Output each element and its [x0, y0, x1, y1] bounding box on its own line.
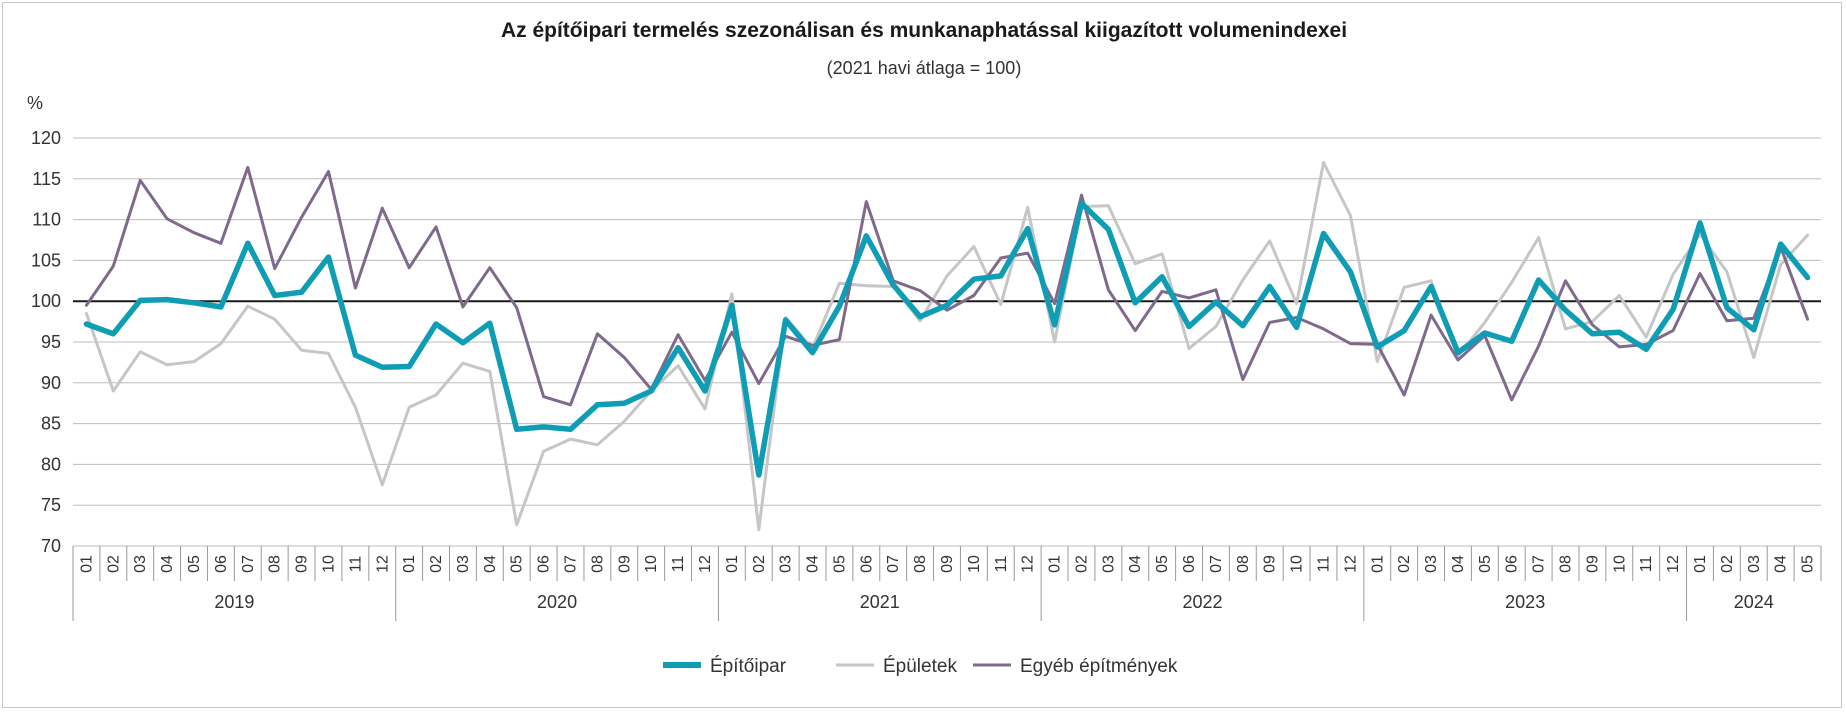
month-label: 11 — [993, 556, 1010, 573]
month-label: 01 — [1369, 555, 1386, 573]
y-axis-unit: % — [27, 93, 43, 113]
y-tick-label: 80 — [41, 454, 61, 474]
month-label: 01 — [78, 555, 95, 573]
month-label: 12 — [697, 555, 714, 573]
month-label: 04 — [1450, 555, 1467, 573]
month-label: 05 — [186, 555, 203, 573]
month-label: 08 — [1558, 555, 1575, 573]
month-label: 12 — [1020, 555, 1037, 573]
month-label: 03 — [455, 555, 472, 573]
month-label: 11 — [1638, 556, 1655, 573]
month-label: 04 — [1127, 555, 1144, 573]
chart-title: Az építőipari termelés szezonálisan és m… — [501, 19, 1347, 42]
month-label: 07 — [1208, 555, 1225, 573]
series-line-epitoipar — [83, 200, 1811, 478]
month-label: 10 — [1611, 555, 1628, 573]
legend-label-egyeb-epitmenyek: Egyéb építmények — [1020, 656, 1178, 677]
month-label: 03 — [132, 555, 149, 573]
y-tick-label: 115 — [32, 169, 61, 189]
month-label: 05 — [1477, 555, 1494, 573]
y-tick-label: 120 — [31, 128, 61, 148]
y-tick-label: 70 — [41, 536, 61, 556]
month-label: 10 — [643, 555, 660, 573]
gridlines — [73, 137, 1821, 547]
month-label: 09 — [939, 555, 956, 573]
month-label: 12 — [1342, 555, 1359, 573]
month-label: 06 — [1181, 555, 1198, 573]
series-line-egyeb-epitmenyek — [84, 165, 1810, 407]
month-label: 06 — [858, 555, 875, 573]
month-label: 03 — [1423, 555, 1440, 573]
month-label: 08 — [267, 555, 284, 573]
chart-subtitle: (2021 havi átlaga = 100) — [827, 58, 1022, 78]
month-label: 09 — [616, 555, 633, 573]
month-label: 07 — [1531, 555, 1548, 573]
month-label: 12 — [374, 555, 391, 573]
year-label: 2024 — [1734, 592, 1774, 612]
month-label: 10 — [320, 555, 337, 573]
month-label: 03 — [1100, 555, 1117, 573]
month-label: 08 — [912, 555, 929, 573]
series-lines — [83, 161, 1811, 532]
month-label: 11 — [670, 556, 687, 573]
month-label: 11 — [1315, 556, 1332, 573]
month-label: 07 — [885, 555, 902, 573]
month-label: 12 — [1665, 555, 1682, 573]
legend: Építőipar Épületek Egyéb építmények — [663, 656, 1178, 677]
month-label: 05 — [509, 555, 526, 573]
month-label: 02 — [751, 555, 768, 573]
legend-label-epitoipar: Építőipar — [710, 656, 787, 677]
month-label: 08 — [1235, 555, 1252, 573]
month-label: 10 — [1289, 555, 1306, 573]
line-chart: Az építőipari termelés szezonálisan és m… — [27, 19, 1822, 677]
y-tick-label: 95 — [41, 332, 61, 352]
month-label: 06 — [213, 555, 230, 573]
month-label: 09 — [1262, 555, 1279, 573]
month-label: 11 — [347, 556, 364, 573]
month-label: 01 — [1047, 555, 1064, 573]
month-label: 01 — [401, 555, 418, 573]
y-axis-ticks: 70 75 80 85 90 95 100 105 110 115 120 — [31, 128, 61, 556]
month-label: 04 — [159, 555, 176, 573]
x-axis: 01 02 03 04 05 06 07 08 09 10 11 12 01 02 03 04 05 06 07 08… — [72, 546, 1822, 621]
month-label: 05 — [1154, 555, 1171, 573]
y-tick-label: 75 — [41, 495, 61, 515]
series-line-epuletek — [84, 161, 1810, 532]
y-tick-label: 90 — [41, 373, 61, 393]
year-label: 2020 — [537, 592, 577, 612]
month-label: 02 — [105, 555, 122, 573]
month-label: 02 — [1396, 555, 1413, 573]
month-label: 02 — [1719, 555, 1736, 573]
y-tick-label: 85 — [41, 414, 61, 434]
y-tick-label: 100 — [31, 291, 61, 311]
month-label: 09 — [294, 555, 311, 573]
month-label: 08 — [589, 555, 606, 573]
month-label: 06 — [536, 555, 553, 573]
month-label: 06 — [1504, 555, 1521, 573]
month-label: 04 — [805, 555, 822, 573]
month-label: 09 — [1584, 555, 1601, 573]
year-label: 2021 — [860, 592, 900, 612]
month-label: 02 — [1073, 555, 1090, 573]
legend-label-epuletek: Épületek — [883, 656, 957, 677]
y-tick-label: 105 — [31, 250, 61, 270]
month-label: 03 — [778, 555, 795, 573]
month-label: 01 — [1692, 555, 1709, 573]
year-label: 2022 — [1182, 592, 1222, 612]
y-tick-label: 110 — [32, 210, 61, 230]
month-label: 03 — [1746, 555, 1763, 573]
month-label: 04 — [1773, 555, 1790, 573]
month-label: 10 — [966, 555, 983, 573]
month-label: 02 — [428, 555, 445, 573]
month-label: 07 — [240, 555, 257, 573]
month-label: 07 — [563, 555, 580, 573]
year-label: 2023 — [1505, 592, 1545, 612]
month-label: 01 — [724, 555, 741, 573]
month-label: 04 — [482, 555, 499, 573]
month-label: 05 — [1800, 555, 1817, 573]
year-label: 2019 — [214, 592, 254, 612]
month-label: 05 — [831, 555, 848, 573]
